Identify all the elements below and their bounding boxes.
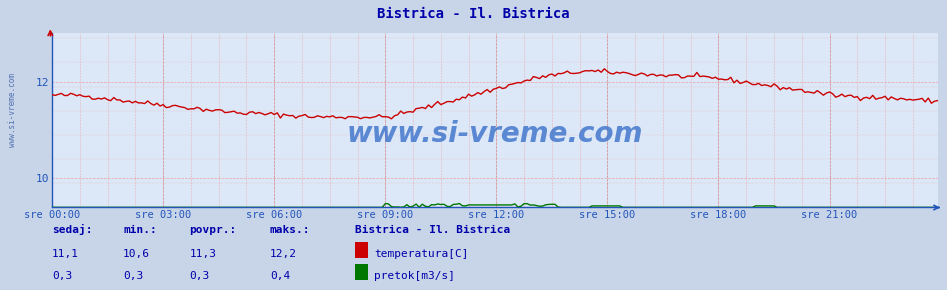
- Text: pretok[m3/s]: pretok[m3/s]: [374, 271, 456, 281]
- Text: 0,3: 0,3: [52, 271, 72, 281]
- Text: www.si-vreme.com: www.si-vreme.com: [8, 73, 17, 147]
- Text: 11,1: 11,1: [52, 249, 80, 259]
- Text: Bistrica - Il. Bistrica: Bistrica - Il. Bistrica: [355, 225, 510, 235]
- Text: www.si-vreme.com: www.si-vreme.com: [347, 120, 643, 148]
- Text: 0,3: 0,3: [189, 271, 209, 281]
- Text: min.:: min.:: [123, 225, 157, 235]
- Text: Bistrica - Il. Bistrica: Bistrica - Il. Bistrica: [377, 7, 570, 21]
- Text: temperatura[C]: temperatura[C]: [374, 249, 469, 259]
- Text: 10,6: 10,6: [123, 249, 151, 259]
- Text: 0,4: 0,4: [270, 271, 290, 281]
- Text: 11,3: 11,3: [189, 249, 217, 259]
- Text: sedaj:: sedaj:: [52, 224, 93, 235]
- Text: 0,3: 0,3: [123, 271, 143, 281]
- Text: 12,2: 12,2: [270, 249, 297, 259]
- Text: povpr.:: povpr.:: [189, 225, 237, 235]
- Text: maks.:: maks.:: [270, 225, 311, 235]
